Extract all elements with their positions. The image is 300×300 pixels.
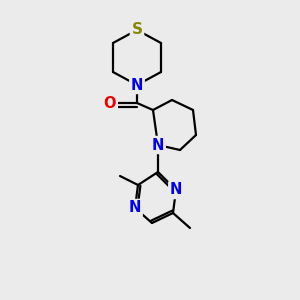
Text: N: N [170,182,182,197]
Text: N: N [129,200,141,215]
Text: S: S [131,22,142,38]
Text: O: O [104,95,116,110]
Text: N: N [152,137,164,152]
Text: N: N [131,77,143,92]
